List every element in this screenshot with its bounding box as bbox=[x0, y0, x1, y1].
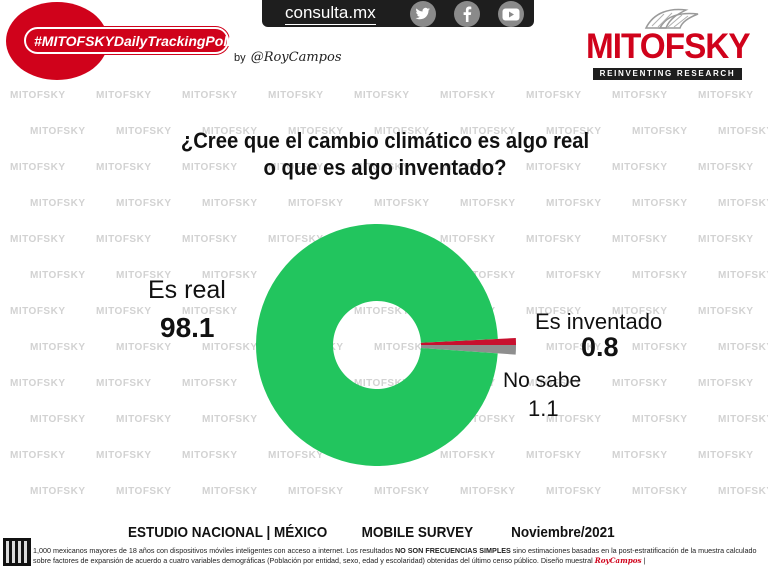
footer-study: ESTUDIO NACIONAL | MÉXICO bbox=[128, 524, 328, 541]
slice-value-es-real: 98.1 bbox=[160, 312, 215, 343]
hashtag-badge: #MITOFSKYDailyTrackingPoll bbox=[24, 27, 232, 54]
slice-label-es-inventado: Es inventado bbox=[535, 309, 663, 334]
youtube-icon[interactable] bbox=[498, 1, 524, 27]
logo-tagline: REINVENTING RESEARCH bbox=[593, 68, 742, 80]
byline-signature: @RoyCampos bbox=[250, 50, 342, 65]
byline: by @RoyCampos bbox=[234, 50, 342, 65]
footer-date: Noviembre/2021 bbox=[511, 524, 615, 541]
slice-no-sabe bbox=[420, 345, 516, 355]
slice-label-no-sabe: No sabe bbox=[503, 369, 582, 392]
chart-title-line-2: o que es algo inventado? bbox=[263, 155, 507, 180]
footer-line: ESTUDIO NACIONAL | MÉXICO MOBILE SURVEY … bbox=[128, 524, 615, 541]
methodology-note: 1,000 mexicanos mayores de 18 años con d… bbox=[33, 546, 757, 565]
facebook-icon[interactable] bbox=[454, 1, 480, 27]
site-link[interactable]: consulta.mx bbox=[285, 3, 376, 25]
chart-title-line-1: ¿Cree que el cambio climático es algo re… bbox=[180, 128, 590, 153]
qr-code-icon bbox=[3, 538, 31, 566]
chart-title: ¿Cree que el cambio climático es algo re… bbox=[169, 127, 601, 181]
slice-es-real bbox=[256, 224, 498, 467]
footer-method: MOBILE SURVEY bbox=[361, 524, 474, 541]
slice-value-no-sabe: 1.1 bbox=[528, 396, 559, 421]
logo-wordmark: MITOFSKY bbox=[586, 27, 751, 66]
twitter-icon[interactable] bbox=[410, 1, 436, 27]
logo-mark-icon bbox=[644, 8, 699, 29]
hashtag-text: #MITOFSKYDailyTrackingPoll bbox=[34, 32, 232, 49]
top-bar: consulta.mx bbox=[262, 0, 534, 27]
note-signature: RoyCampos bbox=[594, 556, 642, 565]
note-emphasis: NO SON FRECUENCIAS SIMPLES bbox=[394, 546, 511, 555]
slice-label-es-real: Es real bbox=[148, 276, 226, 304]
slice-es-inventado bbox=[420, 338, 516, 345]
byline-prefix: by bbox=[234, 52, 246, 64]
slice-value-es-inventado: 0.8 bbox=[581, 332, 619, 362]
